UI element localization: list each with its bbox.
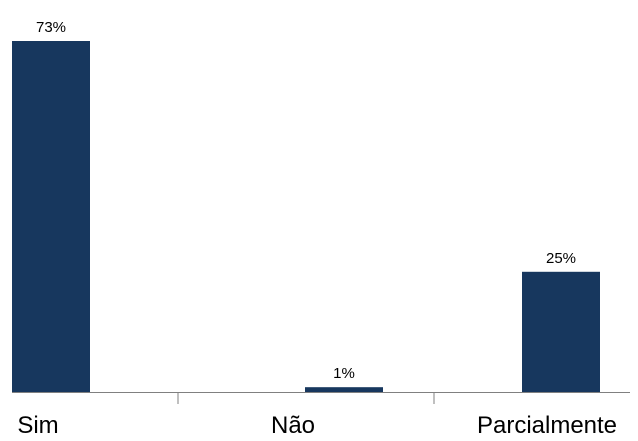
data-label: 1% — [333, 365, 355, 382]
data-label: 73% — [36, 19, 66, 36]
category-labels-layer: Sim Não Parcialmente — [17, 412, 617, 439]
value-labels-layer: 73% 1% 25% — [36, 19, 576, 382]
category-label: Sim — [17, 412, 58, 439]
bar-n-o — [305, 387, 383, 392]
bar-sim — [12, 41, 90, 392]
x-axis-ticks — [177, 392, 435, 404]
bar-parcialmente — [522, 271, 600, 392]
category-label: Não — [271, 412, 315, 439]
data-label: 25% — [546, 250, 576, 267]
bars-layer — [12, 41, 600, 392]
category-label: Parcialmente — [477, 412, 617, 439]
